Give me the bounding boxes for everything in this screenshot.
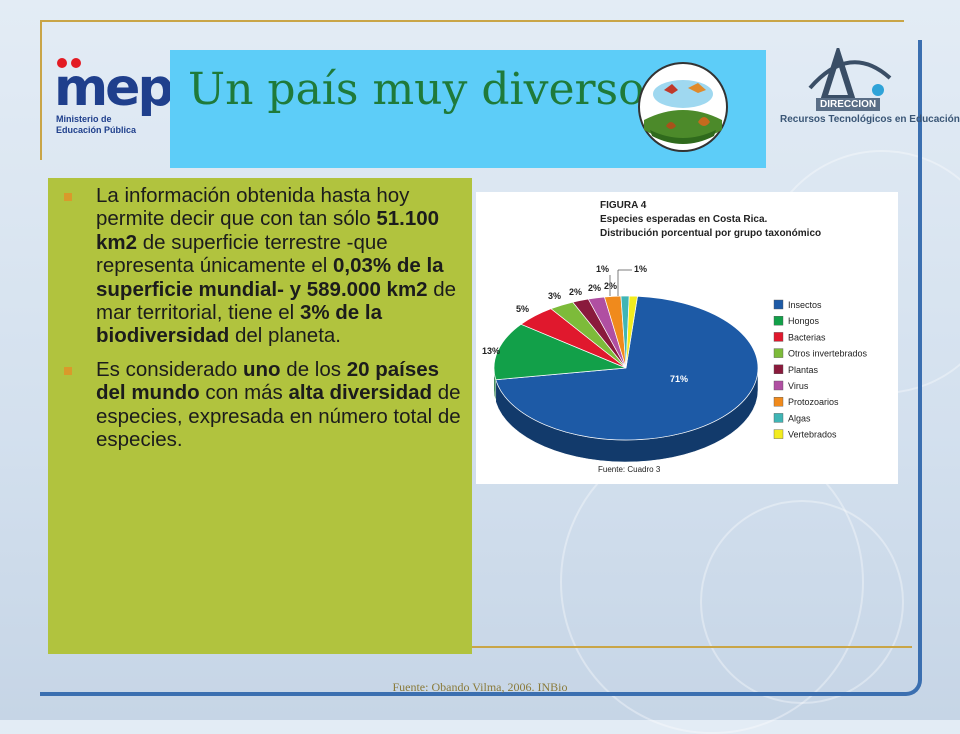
legend-swatch bbox=[773, 396, 784, 407]
direccion-subtitle: Recursos Tecnológicos en Educación bbox=[780, 114, 960, 125]
bullet-text-bold: 51.100 km2 bbox=[96, 207, 440, 254]
pie-data-label: 2% bbox=[569, 287, 582, 297]
chart-source-note: Fuente: Cuadro 3 bbox=[598, 465, 661, 474]
direccion-label: DIRECCION bbox=[816, 98, 881, 111]
chart-figure: FIGURA 4 Especies esperadas en Costa Rica… bbox=[476, 192, 898, 484]
bullet-text: con más bbox=[199, 381, 289, 405]
bullet-text: La información obtenida hasta hoy permit… bbox=[96, 184, 410, 231]
bullet-text-bold: 0,03% de la superficie mundial- y 589.00… bbox=[96, 254, 444, 301]
pie-data-label: 2% bbox=[588, 283, 601, 293]
legend-swatch bbox=[773, 380, 784, 391]
bullet-text: de mar territorial, tiene el bbox=[96, 277, 457, 325]
mep-dots-icon bbox=[57, 58, 81, 68]
title-banner: Un país muy diverso bbox=[170, 50, 766, 168]
pie-chart: FIGURA 4 Especies esperadas en Costa Rica… bbox=[482, 200, 868, 474]
legend-swatch bbox=[773, 332, 784, 342]
bullet-text: de especies, expresada en número total d… bbox=[96, 381, 461, 452]
bullet-item: Es considerado uno de los 20 países del … bbox=[60, 358, 462, 452]
left-gold-line bbox=[40, 20, 42, 160]
bullet-text-bold: 3% de la biodiversidad bbox=[96, 301, 382, 348]
bullet-list: La información obtenida hasta hoy permit… bbox=[60, 184, 462, 461]
pie-data-label: 1% bbox=[634, 264, 647, 274]
mep-word: mep bbox=[54, 58, 175, 118]
pie-data-label: 2% bbox=[604, 281, 617, 291]
legend-entry: Otros invertebrados bbox=[788, 349, 868, 359]
top-gold-line bbox=[40, 20, 904, 22]
chart-title: Especies esperadas en Costa Rica. bbox=[600, 214, 768, 225]
legend-swatch bbox=[773, 348, 784, 358]
bullet-text-bold: alta diversidad bbox=[288, 381, 433, 405]
text-panel: La información obtenida hasta hoy permit… bbox=[48, 178, 472, 654]
background-circle bbox=[700, 500, 904, 704]
legend-entry: Hongos bbox=[788, 316, 820, 326]
pie-data-label: 5% bbox=[516, 304, 529, 314]
pie-data-label: 13% bbox=[482, 346, 500, 356]
mep-subtitle: Ministerio de Educación Pública bbox=[56, 114, 136, 136]
bottom-gold-line bbox=[48, 646, 912, 648]
bullet-text-bold: 20 países del mundo bbox=[96, 357, 440, 405]
legend-entry: Algas bbox=[788, 413, 811, 423]
legend-entry: Vertebrados bbox=[788, 430, 837, 440]
legend-entry: Protozoarios bbox=[788, 397, 839, 407]
legend-swatch bbox=[773, 429, 784, 439]
bullet-square-icon bbox=[64, 193, 72, 201]
legend-swatch bbox=[773, 315, 784, 326]
page-title: Un país muy diverso bbox=[188, 64, 645, 115]
bullet-square-icon bbox=[64, 366, 72, 375]
bullet-text: de los bbox=[280, 357, 347, 381]
bullet-item: La información obtenida hasta hoy permit… bbox=[60, 184, 462, 348]
legend-entry: Plantas bbox=[788, 365, 819, 375]
legend-entry: Bacterias bbox=[788, 332, 826, 342]
chart-figure-label: FIGURA 4 bbox=[600, 200, 647, 211]
bird-emblem-icon bbox=[638, 62, 728, 152]
legend-entry: Virus bbox=[788, 381, 809, 391]
pie-data-label: 1% bbox=[596, 264, 609, 274]
direccion-logo: DIRECCION Recursos Tecnológicos en Educa… bbox=[780, 44, 960, 140]
bullet-text-bold: uno bbox=[243, 357, 281, 381]
chart-subtitle: Distribución porcentual por grupo taxonó… bbox=[600, 228, 821, 239]
source-caption: Fuente: Obando Vilma, 2006. INBio bbox=[392, 680, 568, 694]
bullet-text: del planeta. bbox=[229, 324, 341, 348]
bullet-text: de superficie terrestre -que representa … bbox=[96, 230, 388, 278]
pie-slice-insectos bbox=[495, 295, 759, 441]
pie-slice-vertebrados bbox=[625, 295, 638, 369]
slide-frame bbox=[40, 40, 922, 696]
mep-logo: mep Ministerio de Educación Pública bbox=[50, 58, 175, 142]
mep-subtitle-line2: Educación Pública bbox=[56, 125, 137, 135]
legend-swatch bbox=[773, 413, 784, 423]
pie-slice-hongos bbox=[493, 323, 627, 381]
legend-entry: Insectos bbox=[788, 300, 822, 310]
pie-data-label: 71% bbox=[670, 374, 688, 384]
pie-data-label: 3% bbox=[548, 291, 561, 301]
legend-swatch bbox=[773, 364, 784, 375]
bullet-text: Es considerado bbox=[96, 357, 244, 381]
mep-subtitle-line1: Ministerio de bbox=[56, 114, 112, 124]
legend-swatch bbox=[773, 299, 784, 310]
